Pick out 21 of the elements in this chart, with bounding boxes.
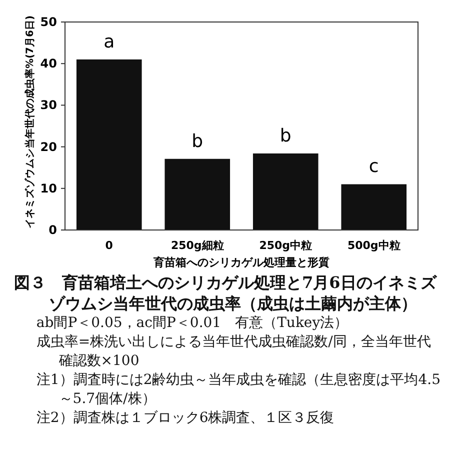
x-tick-label: 0 xyxy=(105,239,114,252)
y-tick-label: 10 xyxy=(40,181,57,196)
x-axis-title: 育苗箱へのシリカゲル処理量と形質 xyxy=(152,256,330,269)
annotation: b xyxy=(280,125,292,146)
y-tick-label: 30 xyxy=(40,98,57,112)
annotation: b xyxy=(192,130,204,152)
annotation: a xyxy=(104,31,115,52)
text: ab間P＜0.05，ac間P＜0.01 有意（Tukey法） xyxy=(35,314,350,333)
x-tick-label: 250g中粒 xyxy=(259,239,312,252)
annotation: c xyxy=(368,156,379,178)
y-tick-label: 20 xyxy=(40,140,57,154)
text: 注2）調査株は１ブロック6株調査、１区３反復 xyxy=(35,409,336,428)
x-tick-label: 500g中粒 xyxy=(347,239,400,252)
text: 図３ 育苗箱培土へのシリカゲル処理と7月6日のイネミズゾウムシ当年世代の成虫率（成虫は土繭内が主体） xyxy=(14,272,438,314)
text: 成虫率=株洗い出しによる当年世代成虫確認数/同，全当年世代確認数×100 xyxy=(35,333,432,371)
y-tick-label: 40 xyxy=(40,56,57,71)
x-tick-label: 250g細粒 xyxy=(170,239,224,252)
y-axis-title: イネミズゾウムシ当年世代の成虫率%(7月6日) xyxy=(24,15,36,229)
y-tick-label: 0 xyxy=(48,223,57,237)
text: 注1）調査時には2齢幼虫～当年成虫を確認（生息密度は平均4.5～5.7個体/株） xyxy=(35,371,442,409)
y-tick-label: 50 xyxy=(40,15,57,29)
